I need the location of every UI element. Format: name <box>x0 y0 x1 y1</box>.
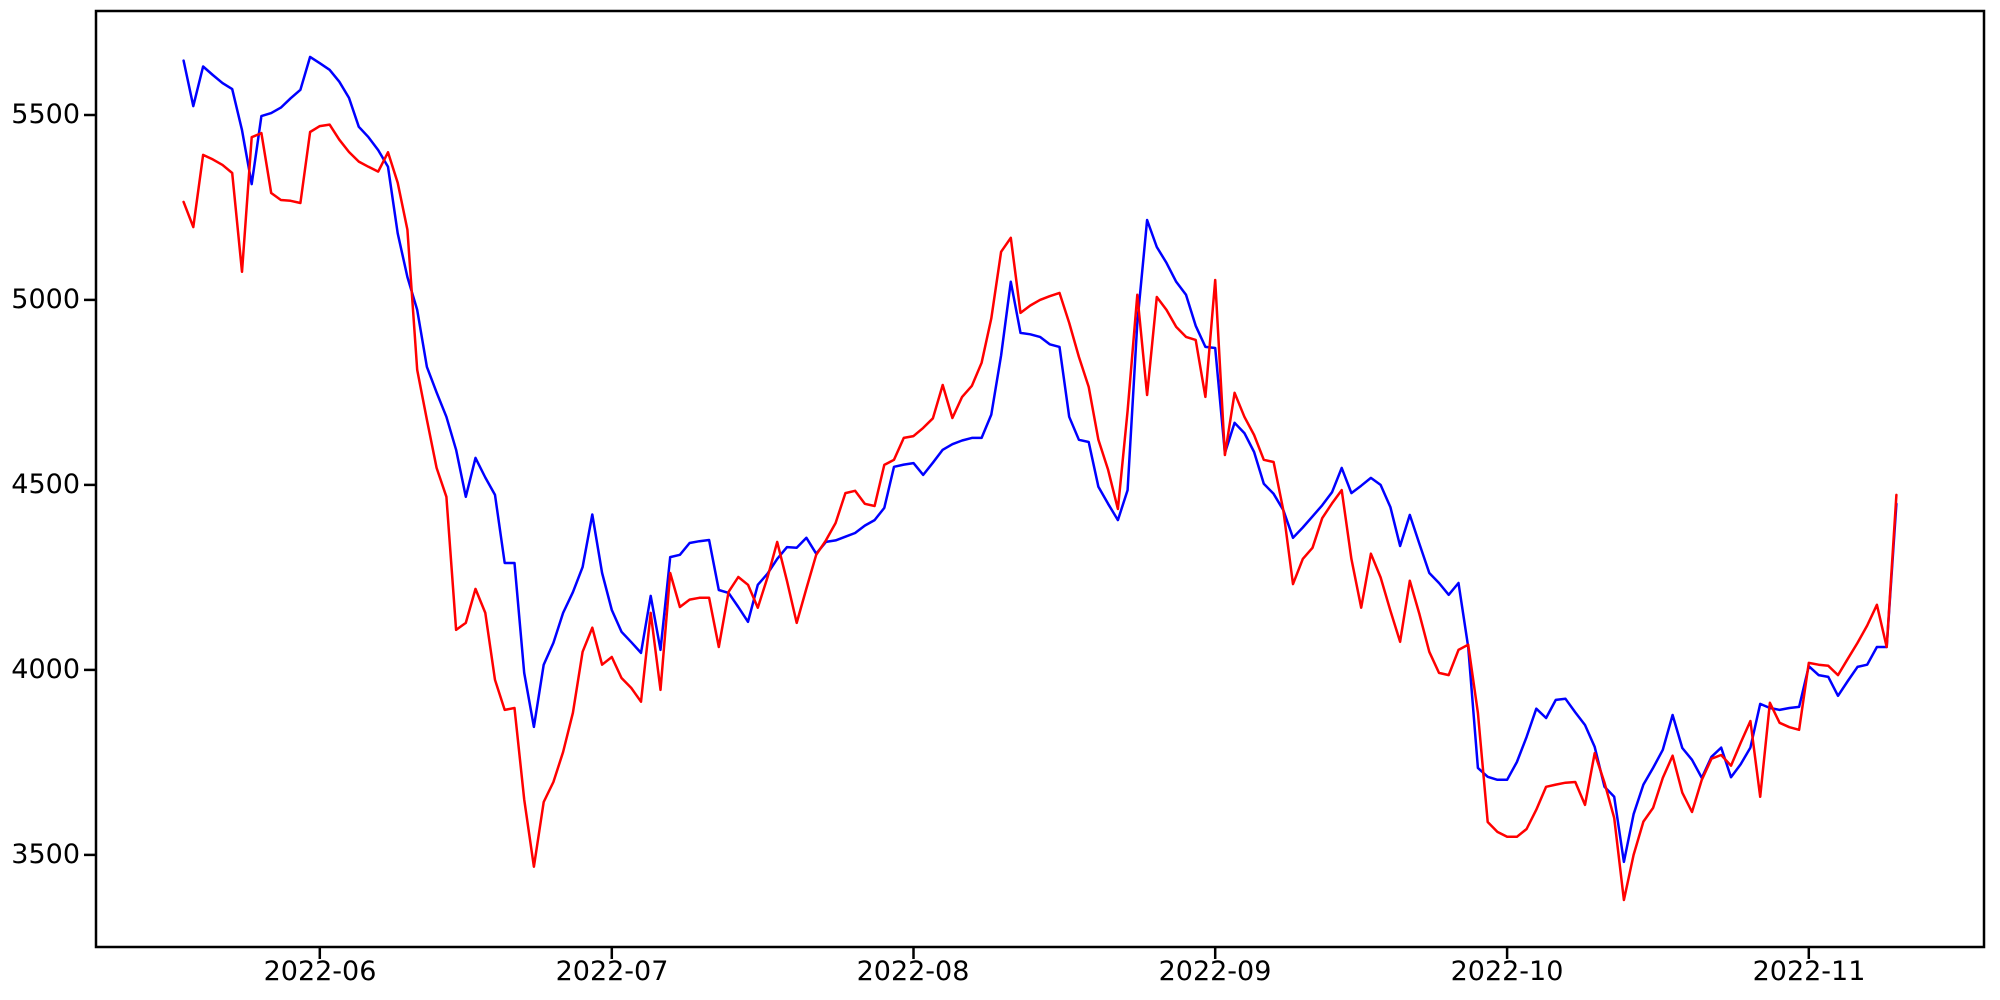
plot-border <box>94 9 1986 949</box>
x-axis-tick-label: 2022-09 <box>1158 956 1272 987</box>
x-axis-tick-label: 2022-08 <box>856 956 970 987</box>
series-blue-line <box>182 55 1898 864</box>
x-axis-tick-label: 2022-11 <box>1752 956 1866 987</box>
y-axis-tick-label: 4500 <box>11 469 80 500</box>
y-axis-tick-label: 5000 <box>11 284 80 315</box>
y-axis-tick-label: 3500 <box>11 839 80 870</box>
y-axis-tick-label: 4000 <box>11 654 80 685</box>
series-red-line <box>182 123 1898 902</box>
y-axis-tick-label: 5500 <box>11 99 80 130</box>
x-axis-tick-label: 2022-10 <box>1450 956 1564 987</box>
x-axis-tick-label: 2022-06 <box>263 956 377 987</box>
x-axis-tick-label: 2022-07 <box>555 956 669 987</box>
